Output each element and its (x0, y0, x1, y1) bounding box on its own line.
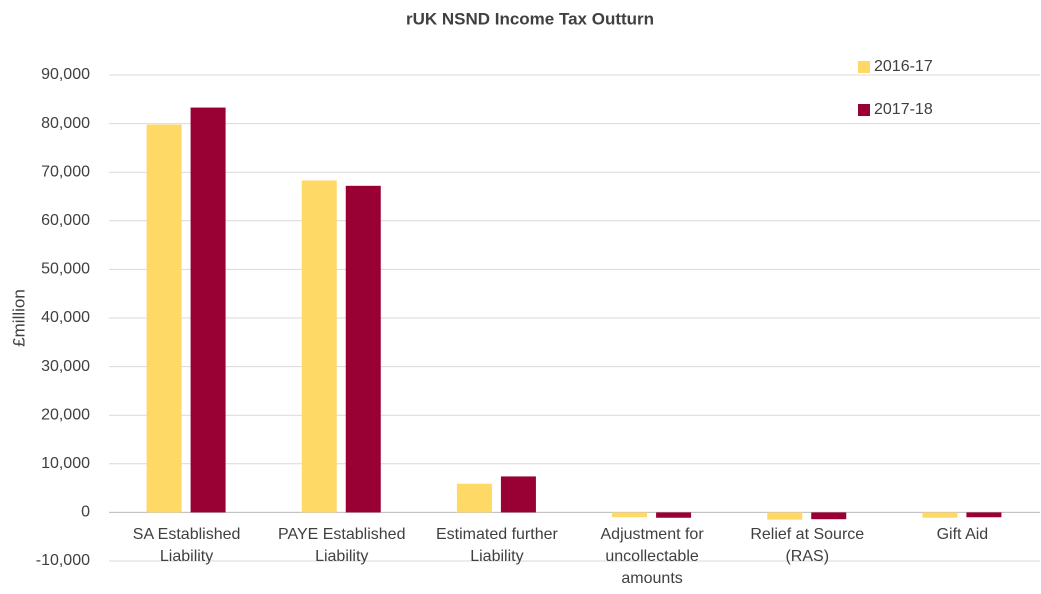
bar (612, 512, 648, 518)
y-tick-label: -10,000 (36, 552, 90, 569)
x-tick-label: PAYE Established Liability (278, 526, 406, 566)
y-tick-label: 60,000 (41, 212, 90, 229)
x-tick-label: Gift Aid (936, 526, 989, 544)
y-tick-label: 70,000 (41, 163, 90, 180)
bar (500, 476, 536, 513)
y-tick-label: 80,000 (41, 115, 90, 132)
bar (190, 107, 226, 513)
y-axis-label: £million (9, 289, 28, 347)
bar (966, 512, 1002, 518)
bar (456, 483, 492, 513)
bar (146, 124, 182, 513)
bar (811, 512, 847, 520)
bar (922, 512, 958, 518)
bar (345, 185, 381, 513)
y-tick-label: 50,000 (41, 261, 90, 278)
y-tick-label: 90,000 (41, 66, 90, 83)
y-tick-label: 20,000 (41, 406, 90, 423)
legend-label: 2016-17 (874, 58, 933, 75)
bar (301, 180, 337, 513)
y-tick-label: 40,000 (41, 309, 90, 326)
chart-title: rUK NSND Income Tax Outturn (406, 9, 654, 28)
x-tick-label: Estimated further Liability (435, 526, 558, 566)
y-tick-label: 0 (81, 504, 90, 521)
legend-swatch (858, 61, 870, 73)
x-tick-label: SA Established Liability (132, 526, 241, 566)
bar (656, 512, 692, 518)
legend-swatch (858, 104, 870, 116)
y-tick-label: 30,000 (41, 358, 90, 375)
y-tick-label: 10,000 (41, 455, 90, 472)
bar (767, 512, 803, 520)
legend-label: 2017-18 (874, 101, 933, 118)
x-tick-label: Relief at Source (RAS) (750, 526, 865, 566)
x-tick-label: Adjustment for uncollectable amounts (600, 526, 704, 588)
